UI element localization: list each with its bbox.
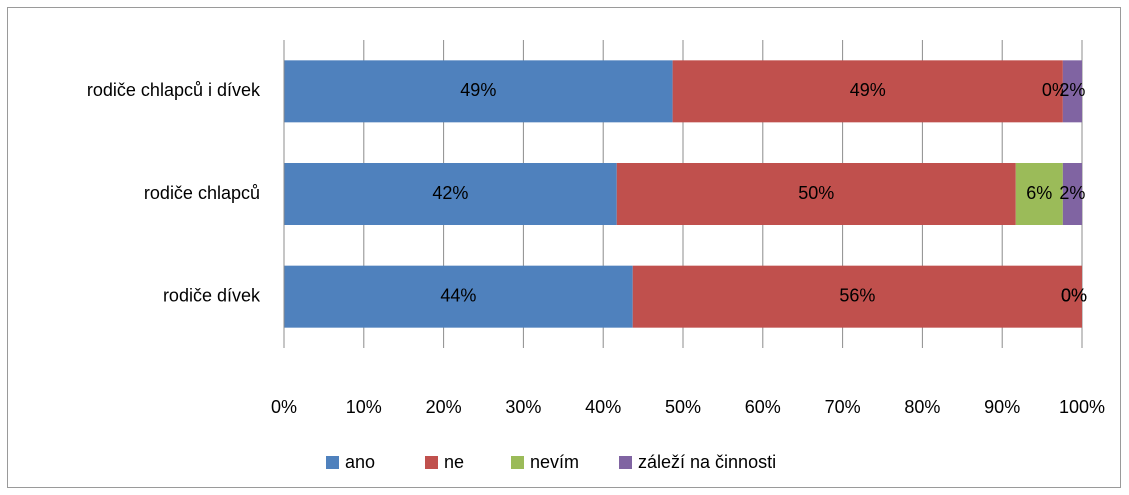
bar-segment [284,60,673,123]
legend-swatch [326,456,339,469]
bar-segment [284,265,633,328]
y-tick-label: rodiče dívek [163,285,261,305]
data-label: 0% [1042,80,1068,100]
x-tick-label: 100% [1059,397,1105,417]
bar-segment [616,163,1016,225]
data-label: 42% [432,183,468,203]
data-label: 49% [850,80,886,100]
x-tick-label: 70% [825,397,861,417]
x-tick-label: 0% [271,397,297,417]
x-tick-label: 10% [346,397,382,417]
y-tick-label: rodiče chlapců i dívek [87,80,261,100]
data-label: 6% [1026,183,1052,203]
bar-segment [1062,60,1082,123]
x-tick-label: 30% [505,397,541,417]
data-label: 50% [798,183,834,203]
x-tick-label: 60% [745,397,781,417]
bar-segment [632,265,1082,328]
x-tick-label: 50% [665,397,701,417]
bar-segment [284,163,617,225]
data-label: 2% [1059,183,1085,203]
legend-label: záleží na činnosti [638,452,776,472]
legend-swatch [425,456,438,469]
x-tick-label: 20% [426,397,462,417]
legend-label: nevím [530,452,579,472]
bar-segment [672,60,1063,123]
legend-swatch [511,456,524,469]
legend-swatch [619,456,632,469]
bar-segment [1062,163,1082,225]
x-tick-label: 80% [904,397,940,417]
legend-label: ano [345,452,375,472]
x-tick-label: 40% [585,397,621,417]
data-label: 2% [1059,80,1085,100]
data-label: 0% [1061,285,1087,305]
data-label: 56% [839,285,875,305]
legend-label: ne [444,452,464,472]
data-label: 49% [460,80,496,100]
x-tick-label: 90% [984,397,1020,417]
y-tick-label: rodiče chlapců [144,183,260,203]
data-label: 44% [440,285,476,305]
data-label: 0% [1061,285,1087,305]
bar-segment [1015,163,1063,225]
